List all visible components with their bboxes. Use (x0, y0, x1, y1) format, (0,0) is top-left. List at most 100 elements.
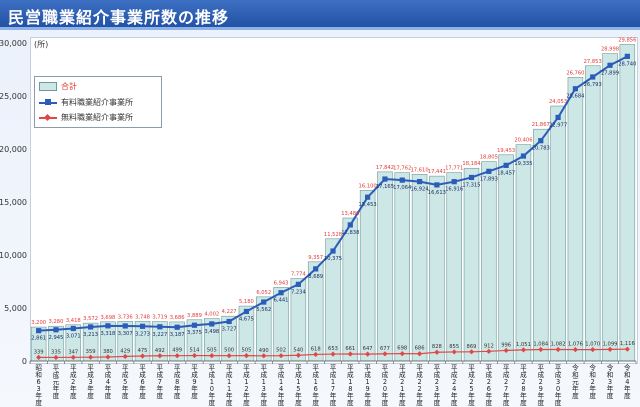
point-paid (53, 327, 59, 333)
point-free (295, 352, 301, 358)
data-label-paid: 19,335 (514, 161, 532, 167)
data-label-paid: 22,977 (549, 122, 567, 128)
data-label-free: 1,076 (568, 342, 583, 348)
point-paid (607, 62, 613, 68)
data-label-free: 1,051 (516, 342, 531, 348)
data-label-free: 359 (86, 349, 96, 355)
data-label-free: 653 (328, 346, 338, 352)
bar-total (446, 172, 462, 362)
data-label-paid: 3,227 (152, 332, 167, 338)
bar-total (602, 53, 618, 362)
bar-total (550, 105, 566, 362)
point-paid (555, 114, 561, 121)
x-tick-label: 平成 2 1 年度 (399, 364, 406, 407)
data-label-paid: 2,861 (31, 336, 46, 342)
point-paid (347, 222, 353, 228)
x-tick-label: 平成 1 9 年度 (364, 364, 371, 407)
data-label-paid: 7,234 (291, 289, 307, 295)
bar-total (359, 190, 376, 362)
data-label-total: 18,805 (480, 155, 498, 161)
x-tick-label: 平成 1 0 年度 (209, 364, 216, 407)
point-free (468, 349, 475, 355)
data-label-paid: 18,457 (497, 170, 515, 176)
data-label-free: 505 (207, 348, 217, 354)
data-label-total: 11,528 (324, 232, 342, 238)
y-tick-label: 20,000 (0, 145, 27, 154)
data-label-total: 17,842 (376, 165, 394, 171)
data-label-free: 618 (311, 346, 321, 352)
point-paid (105, 323, 111, 329)
bar-total (498, 154, 514, 362)
legend: 合計 有料職業紹介事業所 無料職業紹介事業所 (34, 76, 162, 128)
point-paid (174, 324, 180, 330)
point-paid (278, 290, 284, 296)
point-paid (434, 182, 440, 188)
point-free (572, 346, 578, 353)
data-label-total: 3,719 (152, 315, 167, 321)
point-free (624, 346, 630, 352)
x-tick-label: 令和元年度 (572, 363, 579, 400)
y-tick-label: 30,000 (0, 39, 27, 48)
point-paid (157, 324, 163, 330)
point-paid (486, 168, 492, 174)
point-free (88, 354, 94, 360)
data-label-free: 855 (449, 344, 459, 350)
data-label-free: 647 (363, 346, 373, 352)
bar-total (619, 44, 636, 362)
x-tick-label: 平成 1 8 年度 (347, 364, 354, 407)
data-label-paid: 3,213 (83, 332, 98, 338)
x-tick-label: 平成 1 6 年度 (312, 364, 319, 407)
point-paid (209, 321, 215, 327)
point-free (503, 347, 509, 354)
point-free (365, 351, 371, 357)
data-label-paid: 15,453 (359, 202, 377, 208)
data-label-free: 500 (224, 348, 234, 354)
x-tick-label: 令和 2 年度 (589, 363, 596, 400)
data-label-free: 1,084 (533, 342, 549, 348)
data-label-total: 20,406 (514, 138, 532, 144)
data-label-free: 996 (501, 342, 511, 348)
point-free (209, 353, 215, 359)
data-label-total: 3,748 (135, 314, 150, 320)
x-tick-label: 平成 3 0 年度 (555, 364, 562, 407)
point-paid (624, 53, 630, 59)
data-label-paid: 16,924 (410, 187, 429, 193)
data-label-free: 502 (276, 348, 286, 354)
bar-total (394, 172, 411, 362)
bar-total (567, 77, 584, 362)
y-tick-label: 0 (22, 357, 27, 366)
point-free (434, 349, 440, 355)
point-paid (313, 266, 319, 272)
data-label-total: 4,227 (222, 309, 237, 315)
data-label-total: 3,686 (170, 315, 185, 321)
data-label-total: 29,856 (618, 38, 636, 44)
data-label-total: 6,943 (274, 280, 289, 286)
data-label-total: 3,736 (118, 314, 133, 320)
data-label-paid: 3,071 (66, 333, 81, 339)
data-label-paid: 3,498 (204, 329, 219, 335)
data-label-total: 9,357 (308, 255, 323, 261)
point-free (243, 353, 250, 359)
x-tick-label: 平成 1 5 年度 (295, 364, 302, 407)
x-tick-label: 平成 2 0 年度 (382, 364, 389, 407)
data-label-total: 6,052 (256, 290, 271, 296)
point-paid (191, 322, 198, 328)
point-free (382, 351, 388, 357)
point-paid (295, 281, 301, 287)
data-label-total: 5,180 (239, 299, 254, 305)
data-label-paid: 6,441 (274, 298, 289, 304)
data-label-free: 828 (432, 344, 442, 350)
data-label-free: 869 (467, 344, 477, 350)
point-free (347, 351, 353, 357)
point-free (53, 354, 59, 361)
point-free (261, 353, 267, 359)
x-tick-label: 平成 3 年度 (87, 364, 94, 400)
data-label-free: 698 (397, 346, 407, 352)
data-label-paid: 28,740 (618, 61, 636, 67)
y-axis-unit-label: (所) (34, 39, 48, 49)
x-tick-label: 平成 2 2 年度 (416, 364, 423, 407)
data-label-paid: 3,273 (135, 331, 150, 337)
bar-total (377, 171, 393, 362)
data-label-paid: 17,165 (376, 184, 394, 190)
